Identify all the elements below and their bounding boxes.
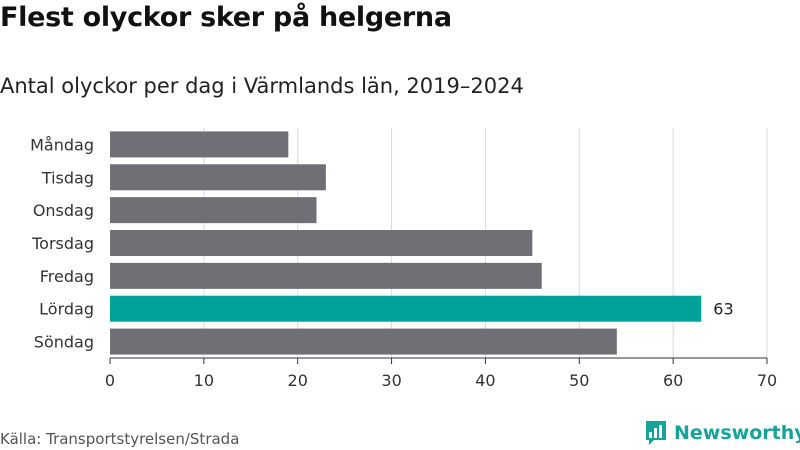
- x-tick-label: 70: [757, 371, 777, 390]
- bar: [110, 230, 533, 256]
- x-tick-label: 60: [663, 371, 683, 390]
- bar: [110, 295, 702, 322]
- category-label: Måndag: [30, 135, 94, 154]
- x-tick-label: 50: [569, 371, 589, 390]
- data-label: 63: [713, 300, 733, 319]
- category-label: Lördag: [39, 300, 94, 319]
- category-label: Tisdag: [41, 168, 94, 187]
- x-tick-label: 10: [194, 371, 214, 390]
- bar: [110, 262, 542, 289]
- chart-subtitle: Antal olyckor per dag i Värmlands län, 2…: [0, 74, 524, 98]
- x-tick-label: 20: [288, 371, 308, 390]
- x-tick-label: 30: [381, 371, 401, 390]
- bar: [110, 164, 326, 191]
- category-label: Onsdag: [33, 201, 94, 220]
- bar: [110, 197, 317, 224]
- bar: [110, 328, 617, 355]
- brand-name: Newsworthy: [674, 422, 800, 444]
- brand-logo: Newsworthy: [644, 419, 800, 447]
- bar: [110, 131, 289, 158]
- category-label: Söndag: [34, 333, 94, 352]
- source-note: Källa: Transportstyrelsen/Strada: [0, 430, 240, 448]
- x-tick-label: 0: [105, 371, 115, 390]
- x-tick-label: 40: [475, 371, 495, 390]
- newsworthy-chart-logo-icon: [646, 421, 666, 445]
- chart-title: Flest olyckor sker på helgerna: [0, 2, 452, 33]
- category-label: Fredag: [40, 267, 94, 286]
- category-label: Torsdag: [31, 234, 94, 253]
